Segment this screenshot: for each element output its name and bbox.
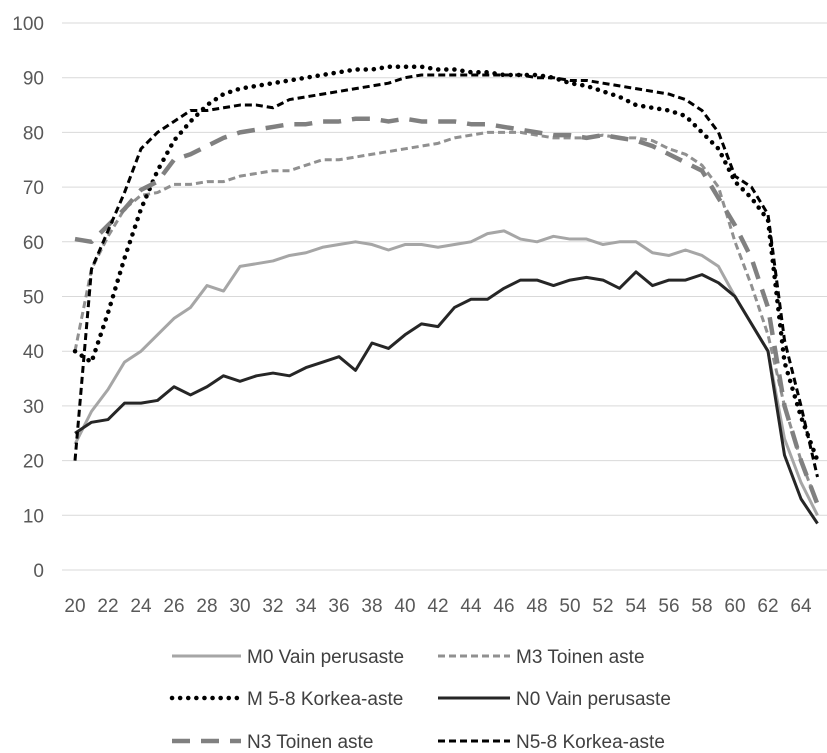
legend-label: N0 Vain perusaste [516,689,671,710]
y-tick-label: 20 [23,452,44,473]
series-line-4 [74,270,819,525]
y-tick-label: 60 [23,233,44,254]
x-tick-label: 56 [658,596,679,617]
legend-label: N3 Toinen aste [247,732,373,753]
x-tick-label: 42 [427,596,448,617]
y-tick-label: 30 [23,397,44,418]
series-line-1 [73,229,819,516]
y-tick-label: 100 [12,14,44,35]
legend-item: N3 Toinen aste [172,732,373,753]
y-tick-label: 40 [23,342,44,363]
y-axis: 0 10 20 30 40 50 60 70 80 90 100 [12,14,44,582]
x-tick-label: 62 [757,596,778,617]
x-tick-label: 20 [64,596,85,617]
legend-item: M0 Vain perusaste [172,647,404,668]
x-tick-label: 22 [97,596,118,617]
legend-item: N5-8 Korkea-aste [438,732,665,753]
x-tick-label: 50 [559,596,580,617]
x-tick-label: 60 [724,596,745,617]
y-tick-label: 90 [23,69,44,90]
legend-item: N0 Vain perusaste [438,689,671,710]
y-tick-label: 80 [23,123,44,144]
x-tick-label: 54 [625,596,647,617]
series-line-5 [74,116,820,506]
x-tick-label: 24 [130,596,152,617]
x-tick-label: 52 [592,596,613,617]
x-tick-label: 48 [526,596,547,617]
series-line-3 [72,64,820,463]
x-tick-label: 28 [196,596,217,617]
legend-label: M3 Toinen aste [516,647,645,668]
x-axis: 20 22 24 26 28 30 32 34 36 38 40 42 44 46 48 50 52 54 56 58… [64,596,812,617]
x-tick-label: 58 [691,596,712,617]
legend-label: N5-8 Korkea-aste [516,732,665,753]
series-line-6 [73,73,819,478]
x-tick-label: 36 [328,596,349,617]
legend: M0 Vain perusaste M3 Toinen aste M 5-8 Kor… [169,647,671,753]
x-tick-label: 38 [361,596,382,617]
x-tick-label: 34 [295,596,317,617]
gridlines [62,22,827,571]
series-line-2 [73,130,819,505]
series-lines [72,64,820,525]
x-tick-label: 32 [262,596,283,617]
legend-item: M 5-8 Korkea-aste [169,689,403,710]
x-tick-label: 40 [394,596,415,617]
x-tick-label: 46 [493,596,514,617]
y-tick-label: 50 [23,288,44,309]
x-tick-label: 26 [163,596,184,617]
y-tick-label: 0 [33,561,44,582]
y-tick-label: 70 [23,178,44,199]
legend-item: M3 Toinen aste [438,647,645,668]
y-tick-label: 10 [23,506,44,527]
legend-label: M 5-8 Korkea-aste [247,689,403,710]
x-tick-label: 44 [460,596,482,617]
legend-label: M0 Vain perusaste [247,647,404,668]
x-tick-label: 30 [229,596,250,617]
x-tick-label: 64 [790,596,812,617]
